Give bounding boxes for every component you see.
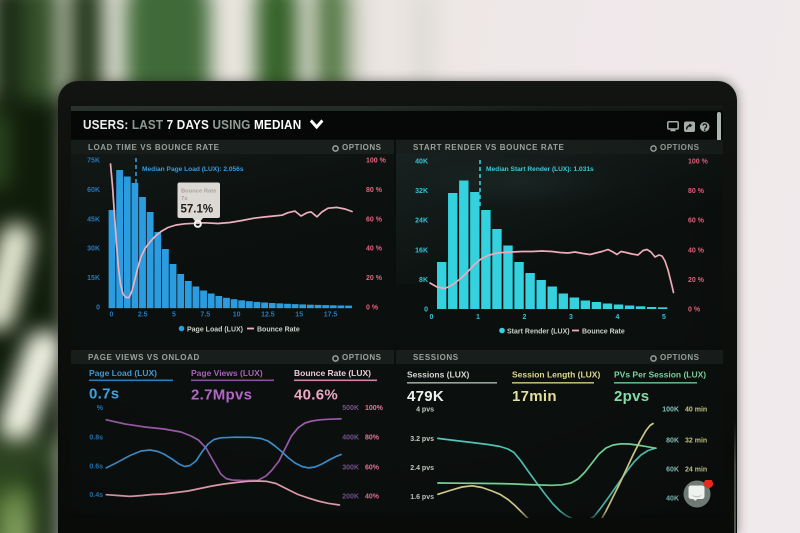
- svg-text:0 %: 0 %: [688, 307, 701, 314]
- svg-text:12.5: 12.5: [261, 312, 275, 319]
- svg-text:Page Load (LUX): Page Load (LUX): [89, 368, 157, 378]
- svg-text:40K: 40K: [666, 496, 679, 503]
- svg-text:45K: 45K: [87, 216, 100, 223]
- svg-text:0: 0: [430, 314, 434, 321]
- svg-text:1: 1: [476, 314, 480, 321]
- svg-text:Start Render (LUX): Start Render (LUX): [507, 329, 570, 336]
- svg-text:40K: 40K: [415, 159, 428, 166]
- svg-text:60K: 60K: [666, 467, 679, 474]
- svg-text:100 %: 100 %: [688, 159, 709, 166]
- svg-text:Bounce Rate: Bounce Rate: [582, 329, 625, 336]
- svg-text:15K: 15K: [87, 275, 100, 282]
- svg-text:8K: 8K: [419, 277, 428, 284]
- svg-text:7s: 7s: [181, 196, 187, 202]
- svg-text:100 %: 100 %: [366, 158, 387, 165]
- svg-text:57.1%: 57.1%: [181, 204, 214, 216]
- svg-text:0: 0: [109, 312, 113, 319]
- svg-text:Bounce Rate: Bounce Rate: [257, 327, 300, 334]
- svg-text:Sessions (LUX): Sessions (LUX): [407, 370, 470, 380]
- svg-text:80K: 80K: [666, 438, 679, 445]
- svg-text:400K: 400K: [342, 435, 359, 442]
- svg-text:2.5: 2.5: [138, 312, 148, 319]
- svg-text:1.6 pvs: 1.6 pvs: [410, 494, 434, 501]
- svg-text:0.6s: 0.6s: [89, 464, 103, 471]
- svg-text:24 min: 24 min: [685, 467, 707, 474]
- svg-text:17.5: 17.5: [324, 312, 338, 319]
- svg-text:Session Length (LUX): Session Length (LUX): [512, 370, 600, 380]
- svg-text:60%: 60%: [365, 465, 380, 472]
- svg-text:Page Views (LUX): Page Views (LUX): [191, 368, 263, 378]
- svg-text:40 %: 40 %: [688, 247, 705, 254]
- svg-text:24K: 24K: [415, 218, 428, 225]
- svg-text:0.7s: 0.7s: [89, 386, 119, 403]
- svg-text:0.4s: 0.4s: [89, 492, 103, 499]
- svg-text:40 %: 40 %: [366, 246, 383, 253]
- svg-text:300K: 300K: [342, 465, 359, 472]
- svg-text:200K: 200K: [342, 494, 359, 501]
- svg-text:479K: 479K: [407, 388, 444, 405]
- svg-text:Median Start Render (LUX): 1.0: Median Start Render (LUX): 1.031s: [486, 166, 594, 173]
- svg-text:PVs Per Session (LUX): PVs Per Session (LUX): [614, 370, 706, 380]
- svg-text:0 %: 0 %: [366, 305, 379, 312]
- svg-text:7.5: 7.5: [200, 312, 210, 319]
- svg-text:2: 2: [523, 314, 527, 321]
- svg-text:4 pvs: 4 pvs: [416, 407, 434, 414]
- svg-text:60 %: 60 %: [688, 218, 705, 225]
- svg-text:60K: 60K: [87, 187, 100, 194]
- svg-text:16K: 16K: [415, 247, 428, 254]
- svg-text:32K: 32K: [415, 188, 428, 195]
- svg-text:20 %: 20 %: [688, 277, 705, 284]
- svg-text:4: 4: [616, 314, 620, 321]
- svg-text:40 min: 40 min: [685, 407, 707, 414]
- svg-text:40.6%: 40.6%: [294, 387, 338, 404]
- svg-text:2pvs: 2pvs: [614, 388, 649, 405]
- svg-text:3: 3: [569, 314, 573, 321]
- svg-text:Bounce Rate: Bounce Rate: [181, 189, 217, 195]
- svg-text:500K: 500K: [342, 405, 359, 412]
- svg-text:Median Page Load (LUX): 2.056s: Median Page Load (LUX): 2.056s: [142, 166, 244, 173]
- svg-text:5: 5: [662, 314, 666, 321]
- svg-text:0: 0: [96, 305, 100, 312]
- svg-text:100K: 100K: [662, 407, 679, 414]
- svg-text:Bounce Rate (LUX): Bounce Rate (LUX): [294, 368, 371, 378]
- svg-text:100%: 100%: [365, 405, 384, 412]
- svg-text:75K: 75K: [87, 158, 100, 165]
- svg-text:60 %: 60 %: [366, 216, 383, 223]
- svg-text:0: 0: [424, 307, 428, 314]
- svg-text:0.8s: 0.8s: [89, 435, 103, 442]
- svg-text:30K: 30K: [87, 246, 100, 253]
- svg-text:%: %: [97, 405, 104, 412]
- svg-text:15: 15: [295, 312, 303, 319]
- svg-text:5: 5: [172, 312, 176, 319]
- svg-text:40%: 40%: [365, 494, 380, 501]
- svg-text:80 %: 80 %: [688, 188, 705, 195]
- svg-text:3.2 pvs: 3.2 pvs: [410, 436, 434, 443]
- svg-text:32 min: 32 min: [685, 438, 707, 445]
- svg-text:20 %: 20 %: [366, 275, 383, 282]
- svg-text:10: 10: [233, 312, 241, 319]
- svg-text:80%: 80%: [365, 435, 380, 442]
- svg-text:80 %: 80 %: [366, 187, 383, 194]
- svg-text:Page Load (LUX): Page Load (LUX): [187, 327, 243, 334]
- svg-text:2.7Mpvs: 2.7Mpvs: [191, 387, 252, 404]
- svg-text:17min: 17min: [512, 388, 557, 405]
- svg-text:2.4 pvs: 2.4 pvs: [410, 465, 434, 472]
